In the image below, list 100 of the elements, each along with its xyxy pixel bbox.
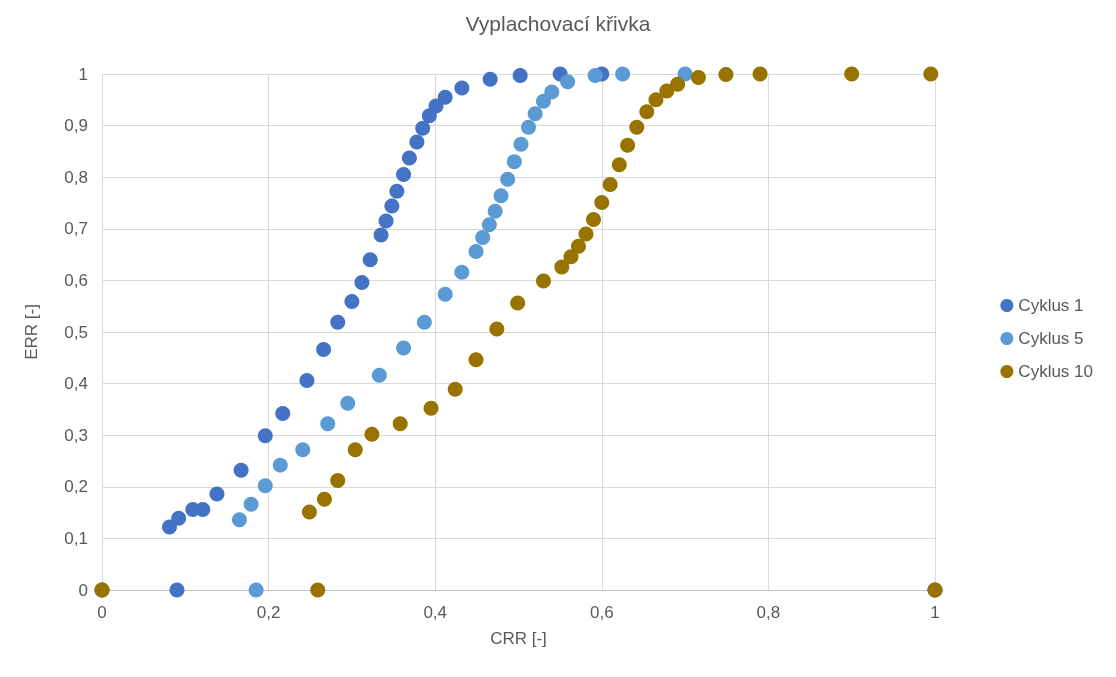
point — [487, 203, 503, 219]
point — [690, 70, 706, 86]
point — [468, 352, 484, 368]
point — [752, 66, 768, 82]
point — [611, 157, 627, 173]
point — [493, 188, 509, 204]
point — [659, 83, 675, 99]
point — [454, 80, 470, 96]
point — [275, 406, 291, 422]
x-tick-label: 0,2 — [256, 603, 281, 622]
point — [354, 274, 370, 290]
x-tick-label: 0,6 — [589, 603, 614, 622]
point — [437, 89, 453, 105]
point — [373, 227, 389, 243]
point — [384, 198, 400, 214]
x-tick-label: 0,8 — [756, 603, 781, 622]
point — [316, 491, 332, 507]
point — [340, 395, 356, 411]
point — [364, 426, 380, 442]
y-tick-label: 0,7 — [64, 219, 88, 239]
point — [594, 194, 610, 210]
point — [437, 286, 453, 302]
point — [563, 249, 579, 265]
point — [648, 92, 664, 108]
point — [506, 154, 522, 170]
x-tick-label: 0,4 — [423, 603, 448, 622]
chart-title: Vyplachovací křivka — [465, 12, 651, 35]
point — [257, 428, 273, 444]
point — [923, 66, 939, 82]
point — [544, 84, 560, 100]
point — [347, 442, 363, 458]
point — [512, 68, 528, 84]
y-tick-label: 0,6 — [64, 270, 88, 290]
point — [481, 217, 497, 233]
point — [521, 119, 536, 135]
point — [513, 136, 529, 152]
point — [554, 259, 570, 275]
point — [560, 74, 576, 90]
point — [629, 119, 645, 135]
y-tick-label: 0,8 — [64, 167, 88, 187]
y-axis-title: ERR [-] — [22, 304, 41, 360]
x-tick-label: 1 — [930, 603, 940, 622]
point — [585, 212, 601, 228]
point — [423, 400, 439, 416]
point — [536, 93, 551, 109]
legend-label: Cyklus 5 — [1018, 329, 1084, 348]
point — [482, 71, 498, 87]
y-tick-label: 0,9 — [64, 116, 88, 136]
point — [409, 134, 425, 150]
point — [320, 416, 336, 432]
point — [401, 150, 417, 166]
legend-label: Cyklus 10 — [1018, 362, 1093, 381]
point — [416, 314, 432, 330]
point — [396, 167, 412, 183]
point — [536, 273, 551, 289]
point — [578, 226, 594, 242]
y-tick-label: 0,4 — [64, 374, 88, 394]
point — [233, 462, 249, 478]
point — [161, 519, 177, 535]
y-tick-label: 1 — [78, 64, 88, 84]
point — [500, 171, 516, 187]
point — [299, 373, 315, 388]
x-tick-label: 0 — [97, 603, 107, 622]
y-tick-label: 0,2 — [64, 477, 88, 497]
point — [527, 106, 543, 122]
y-tick-label: 0 — [78, 580, 88, 600]
point — [171, 510, 187, 526]
point — [415, 120, 431, 136]
point — [243, 496, 259, 512]
point — [344, 294, 360, 310]
point — [615, 66, 631, 82]
point — [330, 314, 346, 330]
point — [371, 367, 387, 383]
point — [310, 582, 326, 598]
legend-label: Cyklus 1 — [1018, 296, 1084, 315]
x-axis-title: CRR [-] — [490, 629, 547, 648]
point — [231, 512, 247, 528]
point — [272, 457, 288, 473]
point — [670, 76, 686, 92]
point — [489, 321, 505, 337]
point — [718, 67, 734, 83]
point — [362, 252, 378, 268]
point — [447, 381, 463, 397]
point — [844, 66, 860, 82]
point — [295, 442, 311, 458]
point — [248, 582, 264, 598]
point — [257, 478, 273, 494]
point — [570, 238, 586, 254]
point — [639, 104, 655, 120]
point — [454, 264, 470, 280]
point — [475, 230, 491, 246]
point — [330, 473, 346, 489]
point — [468, 244, 484, 259]
point — [169, 582, 185, 598]
point — [389, 183, 405, 199]
point — [602, 176, 618, 192]
point — [378, 213, 394, 229]
point — [392, 416, 408, 432]
point — [620, 137, 636, 153]
y-tick-label: 0,1 — [64, 528, 88, 548]
